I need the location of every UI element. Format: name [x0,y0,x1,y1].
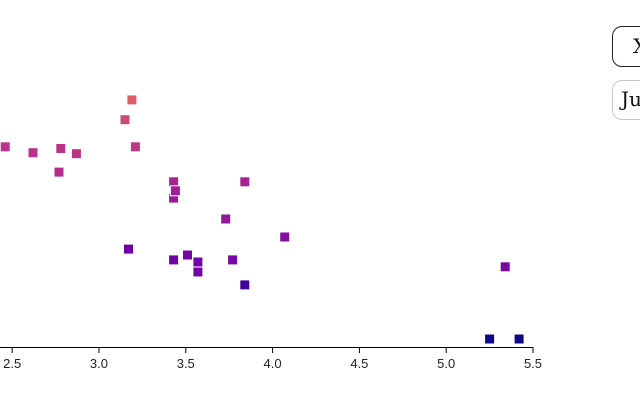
data-point-19[interactable] [239,279,251,291]
x-button[interactable]: X [612,26,640,67]
month-select[interactable]: Ju [612,80,640,120]
x-tick-label-1: 3.0 [90,356,108,371]
data-point-16[interactable] [220,213,232,225]
data-point-22[interactable] [499,261,511,273]
x-axis: 2.5 3.0 3.5 4.0 4.5 5.0 5.5 [0,347,542,371]
points-layer [0,94,525,345]
data-point-23[interactable] [513,333,525,345]
data-point-4[interactable] [70,148,82,160]
x-tick-label-0: 2.5 [3,356,21,371]
data-point-13[interactable] [182,249,193,261]
data-point-2[interactable] [53,166,65,178]
x-tick-label-4: 4.5 [350,356,368,371]
data-point-12[interactable] [169,185,181,197]
data-point-3[interactable] [55,143,67,154]
x-tick-label-5: 5.0 [437,356,455,371]
data-point-0[interactable] [0,141,11,153]
data-point-21[interactable] [484,333,496,345]
x-tick-label-2: 3.5 [177,356,195,371]
data-point-18[interactable] [239,176,251,188]
data-point-5[interactable] [119,114,131,126]
data-point-15[interactable] [192,266,204,278]
data-point-11[interactable] [168,254,180,266]
data-point-17[interactable] [227,254,239,266]
data-point-1[interactable] [27,147,39,159]
data-point-14[interactable] [192,256,204,268]
data-point-8[interactable] [129,141,141,153]
data-point-20[interactable] [279,231,291,243]
x-tick-label-6: 5.5 [524,356,542,371]
data-point-6[interactable] [123,243,134,255]
x-tick-label-3: 4.0 [264,356,282,371]
data-point-7[interactable] [126,94,138,106]
